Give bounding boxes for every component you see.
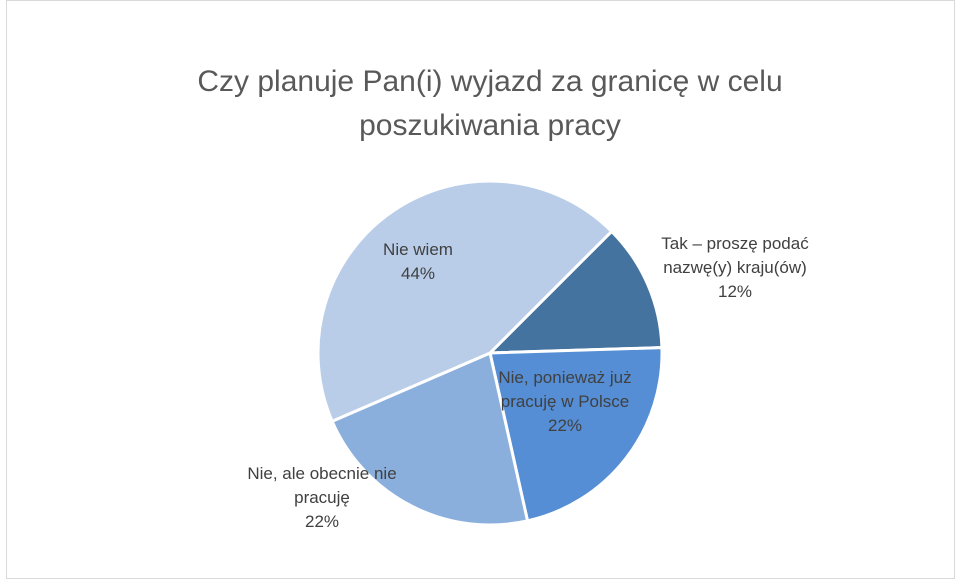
category-label: Nie, ponieważ już pracuję w Polsce [498, 368, 632, 411]
chart-title: Czy planuje Pan(i) wyjazd za granicę w c… [197, 65, 783, 142]
value-label: 22% [304, 512, 340, 531]
pie-slice [486, 229, 664, 355]
value-label: 22% [547, 416, 583, 435]
category-label: Nie, ale obecnie nie pracuję [247, 464, 397, 507]
data-label: Nie, ale obecnie nie pracuję 22% [242, 462, 402, 534]
category-label: Nie wiem [383, 240, 453, 259]
category-label: Tak – proszę podać nazwę(y) kraju(ów) [661, 234, 809, 277]
data-label: Nie, ponieważ już pracuję w Polsce 22% [490, 366, 640, 438]
chart-frame [6, 0, 955, 579]
value-label: 44% [400, 264, 436, 283]
pie-slice [330, 350, 530, 527]
value-label: 12% [717, 282, 753, 301]
pie-slice [488, 346, 664, 523]
data-label: Tak – proszę podać nazwę(y) kraju(ów) 12% [650, 232, 820, 304]
data-label: Nie wiem 44% [368, 238, 468, 286]
pie-slice [316, 179, 614, 424]
